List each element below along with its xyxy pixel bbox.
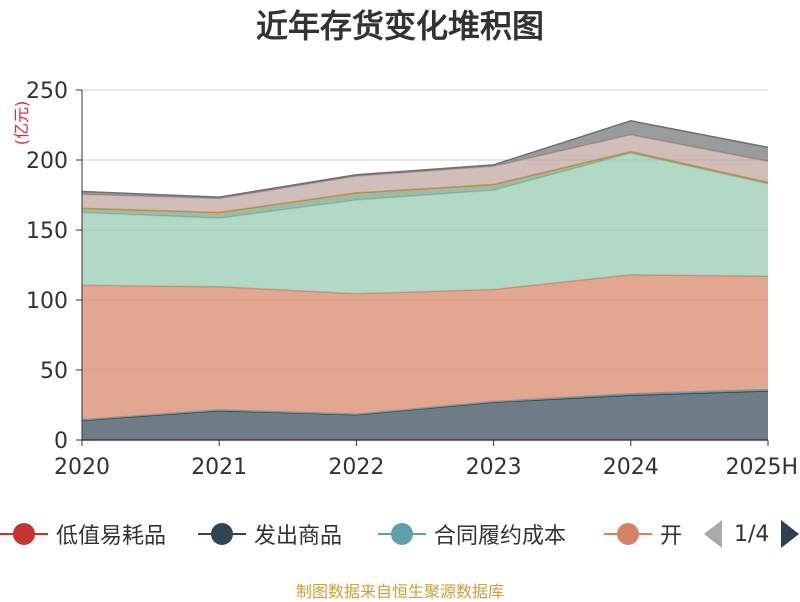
legend-label: 合同履约成本 — [434, 524, 567, 549]
legend-page-indicator: 1/4 — [734, 521, 770, 547]
x-tick-label: 2020 — [54, 455, 110, 480]
data-source-note: 制图数据来自恒生聚源数据库 — [295, 582, 504, 601]
x-tick-label: 2024 — [603, 455, 659, 480]
y-tick-label: 50 — [40, 359, 68, 384]
area-series-5 — [82, 151, 768, 219]
legend-marker-icon — [604, 512, 652, 556]
legend-item-truncated[interactable]: 开 — [604, 512, 682, 556]
area-series-3 — [82, 274, 768, 420]
line-series-8 — [81, 120, 769, 198]
stacked-area-chart: 0 50 100 150 200 250 2020 2021 2022 2023 2024 2025H — [26, 79, 798, 480]
legend-label: 发出商品 — [254, 524, 343, 549]
area-series-1 — [82, 391, 768, 440]
y-tick-label: 100 — [26, 289, 68, 314]
legend: 低值易耗品 发出商品 合同履约成本 开 1/4 — [0, 512, 800, 556]
legend-pager: 1/4 — [704, 512, 800, 556]
x-tick-label: 2025H — [725, 455, 798, 480]
legend-item-goods-shipped[interactable]: 发出商品 — [198, 512, 342, 556]
area-series-8 — [82, 120, 768, 199]
legend-prev-page-icon[interactable] — [704, 520, 722, 548]
legend-next-page-icon[interactable] — [781, 520, 800, 548]
legend-marker-icon — [378, 512, 426, 556]
legend-item-low-value-consumables[interactable]: 低值易耗品 — [0, 512, 166, 556]
legend-label: 低值易耗品 — [56, 524, 167, 549]
y-tick-label: 150 — [26, 219, 68, 244]
y-tick-label: 250 — [26, 79, 68, 104]
legend-marker-icon — [198, 512, 246, 556]
y-tick-label: 200 — [26, 149, 68, 174]
x-tick-label: 2021 — [191, 455, 247, 480]
legend-item-contract-fulfillment-cost[interactable]: 合同履约成本 — [378, 512, 566, 556]
x-tick-label: 2022 — [328, 455, 384, 480]
area-series-2 — [82, 389, 768, 421]
y-tick-label: 0 — [54, 429, 68, 454]
chart-title: 近年存货变化堆积图 — [255, 7, 544, 45]
legend-marker-icon — [0, 512, 48, 556]
area-series-4 — [82, 153, 768, 294]
legend-label: 开 — [660, 524, 683, 549]
x-tick-label: 2023 — [466, 455, 522, 480]
